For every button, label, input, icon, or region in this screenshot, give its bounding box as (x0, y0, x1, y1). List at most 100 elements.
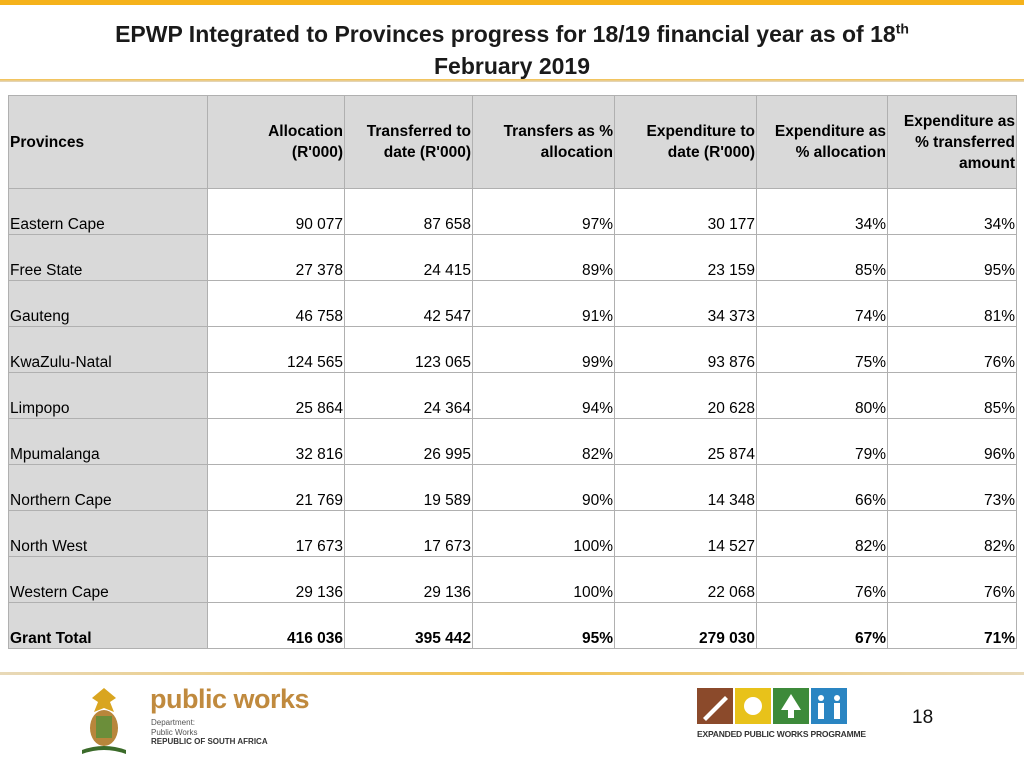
value-cell: 17 673 (344, 510, 473, 557)
value-cell: 91% (472, 280, 615, 327)
header-line: Expenditure as (774, 123, 886, 140)
header-line: date (R'000) (667, 144, 755, 161)
value-cell: 81% (887, 280, 1017, 327)
value-cell: 25 874 (614, 418, 757, 465)
value-cell: 23 159 (614, 234, 757, 281)
header-cell: Transfers as % allocation (472, 95, 615, 189)
value-cell: 96% (887, 418, 1017, 465)
footer-rule (0, 672, 1024, 675)
top-rule (0, 0, 1024, 5)
value-cell: 100% (472, 556, 615, 603)
header-line: Provinces (10, 133, 85, 151)
value-cell: 395 442 (344, 602, 473, 649)
header-line: (R'000) (291, 144, 343, 161)
province-cell: Western Cape (8, 556, 208, 603)
province-cell: Gauteng (8, 280, 208, 327)
value-cell: 123 065 (344, 326, 473, 373)
header-cell: Transferred to date (R'000) (344, 95, 473, 189)
value-cell: 95% (887, 234, 1017, 281)
value-cell: 87 658 (344, 188, 473, 235)
value-cell: 34 373 (614, 280, 757, 327)
value-cell: 76% (887, 556, 1017, 603)
header-line: Allocation (268, 123, 343, 140)
header-cell: Expenditure to date (R'000) (614, 95, 757, 189)
header-line: % allocation (795, 144, 886, 161)
province-cell: Northern Cape (8, 464, 208, 511)
page-number: 18 (912, 707, 934, 728)
data-row: North West 17 673 17 673 100% 14 527 82% 82% (8, 510, 1017, 557)
header-cell: Allocation (R'000) (207, 95, 345, 189)
value-cell: 24 364 (344, 372, 473, 419)
value-cell: 90% (472, 464, 615, 511)
header-line: Expenditure as (903, 112, 1015, 130)
data-row: Gauteng 46 758 42 547 91% 34 373 74% 81% (8, 280, 1017, 327)
value-cell: 82% (472, 418, 615, 465)
data-row: KwaZulu-Natal 124 565 123 065 99% 93 876 75% 7… (8, 326, 1017, 373)
value-cell: 17 673 (207, 510, 345, 557)
value-cell: 82% (887, 510, 1017, 557)
data-row: Northern Cape 21 769 19 589 90% 14 348 66% 73% (8, 464, 1017, 511)
value-cell: 124 565 (207, 326, 345, 373)
value-cell: 42 547 (344, 280, 473, 327)
value-cell: 34% (756, 188, 888, 235)
header-line: date (R'000) (383, 144, 471, 161)
header-line: Transferred to (366, 123, 471, 140)
value-cell: 29 136 (207, 556, 345, 603)
brand-lines: Department: Public Works REPUBLIC OF SOUTH… (151, 718, 268, 747)
header-line: amount (959, 154, 1015, 172)
value-cell: 27 378 (207, 234, 345, 281)
value-cell: 85% (756, 234, 888, 281)
value-cell: 30 177 (614, 188, 757, 235)
value-cell: 82% (756, 510, 888, 557)
value-cell: 94% (472, 372, 615, 419)
value-cell: 97% (472, 188, 615, 235)
value-cell: 20 628 (614, 372, 757, 419)
province-cell: Limpopo (8, 372, 208, 419)
value-cell: 80% (756, 372, 888, 419)
header-cell: Expenditure as % transferred amount (887, 95, 1017, 189)
value-cell: 71% (887, 602, 1017, 649)
value-cell: 75% (756, 326, 888, 373)
value-cell: 24 415 (344, 234, 473, 281)
value-cell: 95% (472, 602, 615, 649)
value-cell: 19 589 (344, 464, 473, 511)
total-row: Grant Total 416 036 395 442 95% 279 030 67% 71… (8, 602, 1017, 649)
value-cell: 73% (887, 464, 1017, 511)
province-cell: Free State (8, 234, 208, 281)
province-cell: Mpumalanga (8, 418, 208, 465)
data-row: Mpumalanga 32 816 26 995 82% 25 874 79% 96% (8, 418, 1017, 465)
value-cell: 76% (887, 326, 1017, 373)
header-line: allocation (540, 144, 613, 161)
slide-title: EPWP Integrated to Provinces progress fo… (115, 20, 909, 79)
header-line: Transfers as % (503, 123, 613, 140)
value-cell: 66% (756, 464, 888, 511)
province-cell: North West (8, 510, 208, 557)
data-row: Eastern Cape 90 077 87 658 97% 30 177 34% 34% (8, 188, 1017, 235)
value-cell: 29 136 (344, 556, 473, 603)
province-cell: KwaZulu-Natal (8, 326, 208, 373)
value-cell: 416 036 (207, 602, 345, 649)
value-cell: 279 030 (614, 602, 757, 649)
programme-name: EXPANDED PUBLIC WORKS PROGRAMME (697, 729, 866, 739)
brand-line: REPUBLIC OF SOUTH AFRICA (151, 737, 268, 746)
brand-name: public works (150, 684, 310, 714)
value-cell: 93 876 (614, 326, 757, 373)
value-cell: 22 068 (614, 556, 757, 603)
value-cell: 99% (472, 326, 615, 373)
value-cell: 14 348 (614, 464, 757, 511)
value-cell: 32 816 (207, 418, 345, 465)
data-row: Western Cape 29 136 29 136 100% 22 068 76% 76% (8, 556, 1017, 603)
header-line: Expenditure to (646, 123, 755, 140)
value-cell: 46 758 (207, 280, 345, 327)
value-cell: 89% (472, 234, 615, 281)
header-cell: Provinces (8, 95, 208, 189)
value-cell: 76% (756, 556, 888, 603)
value-cell: 74% (756, 280, 888, 327)
progress-table: Provinces Allocation (R'000) Transferred to… (8, 95, 1017, 649)
value-cell: 90 077 (207, 188, 345, 235)
province-cell: Grant Total (8, 602, 208, 649)
value-cell: 14 527 (614, 510, 757, 557)
header-row: Provinces Allocation (R'000) Transferred to… (8, 95, 1017, 189)
epwp-logo (697, 688, 847, 724)
